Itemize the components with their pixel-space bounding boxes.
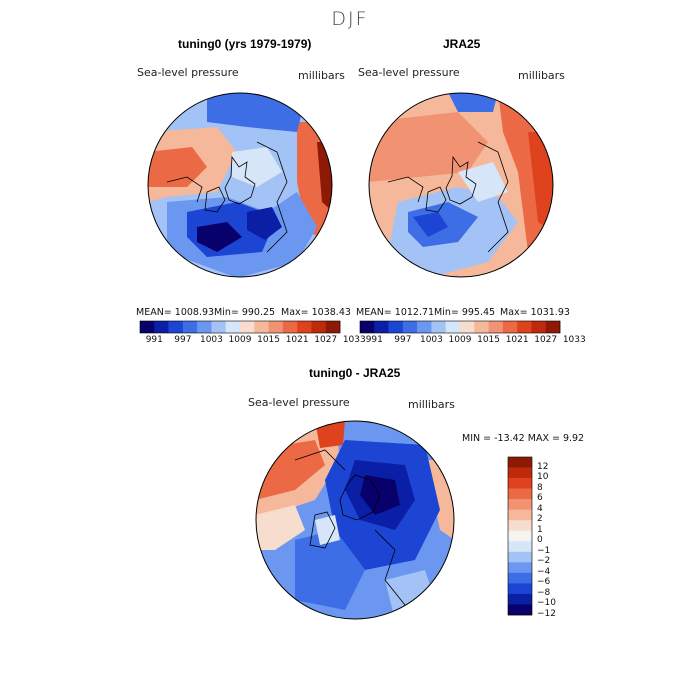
colorbar-tick-label: −6 xyxy=(537,577,551,588)
panel-1-colorbar xyxy=(139,320,341,334)
colorbar-swatch xyxy=(168,321,184,333)
colorbar-swatch xyxy=(508,520,532,532)
panel-2-min: Min= 995.45 xyxy=(434,307,496,318)
panel-3-units: millibars xyxy=(408,398,455,411)
colorbar-swatch xyxy=(417,321,432,333)
colorbar-tick-label: 0 xyxy=(537,535,543,546)
colorbar-swatch xyxy=(460,321,475,333)
panel-1-variable: Sea-level pressure xyxy=(137,66,239,79)
colorbar-swatch xyxy=(402,321,418,333)
panel-3-minmax: MIN = -13.42 MAX = 9.92 xyxy=(462,433,585,444)
colorbar-tick-label: 2 xyxy=(537,514,543,525)
colorbar-swatch xyxy=(508,551,532,563)
panel-1-min: Min= 990.25 xyxy=(214,307,276,318)
colorbar-swatch xyxy=(508,457,532,468)
colorbar-tick-label: 1033 xyxy=(342,335,366,345)
colorbar-tick-label: 1015 xyxy=(257,335,281,345)
colorbar-swatch xyxy=(502,321,518,333)
colorbar-tick-label: 1009 xyxy=(228,335,252,345)
colorbar-swatch xyxy=(360,321,375,333)
panel-2-variable: Sea-level pressure xyxy=(358,66,460,79)
colorbar-tick-label: 1 xyxy=(537,524,543,535)
panel-1-mean: MEAN= 1008.93 xyxy=(136,307,215,318)
colorbar-swatch xyxy=(182,321,198,333)
colorbar-tick-label: 8 xyxy=(537,482,543,493)
colorbar-swatch xyxy=(508,467,532,479)
colorbar-swatch xyxy=(508,478,532,489)
colorbar-swatch xyxy=(508,604,532,616)
colorbar-swatch xyxy=(254,321,269,333)
colorbar-swatch xyxy=(197,321,212,333)
colorbar-swatch xyxy=(531,321,547,333)
colorbar-swatch xyxy=(311,321,327,333)
colorbar-tick-label: 10 xyxy=(537,472,549,483)
panel-3-colorbar xyxy=(507,456,533,616)
colorbar-tick-label: 1027 xyxy=(314,335,338,345)
colorbar-swatch xyxy=(431,321,447,333)
colorbar-swatch xyxy=(225,321,241,333)
panel-3-variable: Sea-level pressure xyxy=(248,396,350,409)
colorbar-swatch xyxy=(240,321,255,333)
colorbar-tick-label: 991 xyxy=(365,335,383,345)
colorbar-swatch xyxy=(508,572,532,584)
colorbar-swatch xyxy=(282,321,298,333)
colorbar-tick-label: 12 xyxy=(537,461,549,472)
colorbar-tick-label: −12 xyxy=(537,609,556,619)
colorbar-tick-label: 6 xyxy=(537,493,543,504)
colorbar-swatch xyxy=(508,499,532,510)
colorbar-swatch xyxy=(297,321,312,333)
colorbar-swatch xyxy=(508,562,532,574)
colorbar-tick-label: 997 xyxy=(394,335,412,345)
season-title: DJF xyxy=(331,8,369,30)
colorbar-tick-label: −1 xyxy=(537,545,551,556)
colorbar-swatch xyxy=(508,541,532,553)
colorbar-tick-label: −4 xyxy=(537,566,551,577)
colorbar-tick-label: −8 xyxy=(537,587,551,598)
panel-1-map xyxy=(147,92,333,278)
colorbar-swatch xyxy=(508,583,532,595)
colorbar-swatch xyxy=(325,321,341,333)
colorbar-swatch xyxy=(374,321,389,333)
panel-2-colorbar xyxy=(359,320,561,334)
colorbar-tick-label: −2 xyxy=(537,556,551,567)
colorbar-tick-label: 1021 xyxy=(505,335,529,345)
panel-1-units: millibars xyxy=(298,69,345,82)
colorbar-swatch xyxy=(508,509,532,521)
panel-2-title: JRA25 xyxy=(443,37,481,51)
panel-2-units: millibars xyxy=(518,69,565,82)
colorbar-swatch xyxy=(517,321,532,333)
colorbar-tick-label: 1015 xyxy=(477,335,501,345)
colorbar-swatch xyxy=(545,321,561,333)
colorbar-tick-label: 1009 xyxy=(448,335,472,345)
panel-1-max: Max= 1038.43 xyxy=(281,307,351,318)
colorbar-tick-label: 4 xyxy=(537,503,543,514)
colorbar-swatch xyxy=(508,530,532,542)
colorbar-tick-label: 1003 xyxy=(419,335,443,345)
colorbar-swatch xyxy=(388,321,404,333)
panel-1-title: tuning0 (yrs 1979-1979) xyxy=(178,37,312,51)
panel-3-map xyxy=(255,420,455,620)
colorbar-swatch xyxy=(508,488,532,500)
colorbar-swatch xyxy=(445,321,461,333)
colorbar-swatch xyxy=(154,321,169,333)
colorbar-tick-label: 1027 xyxy=(534,335,558,345)
colorbar-swatch xyxy=(140,321,155,333)
colorbar-tick-label: 1033 xyxy=(562,335,586,345)
panel-2-max: Max= 1031.93 xyxy=(500,307,570,318)
colorbar-tick-label: −10 xyxy=(537,598,556,609)
colorbar-swatch xyxy=(474,321,489,333)
colorbar-swatch xyxy=(268,321,284,333)
panel-2-mean: MEAN= 1012.71 xyxy=(356,307,435,318)
panel-2-map xyxy=(368,92,554,278)
colorbar-tick-label: 991 xyxy=(145,335,163,345)
colorbar-swatch xyxy=(211,321,227,333)
colorbar-swatch xyxy=(488,321,504,333)
panel-3-title: tuning0 - JRA25 xyxy=(309,366,401,380)
colorbar-tick-label: 1003 xyxy=(199,335,223,345)
colorbar-swatch xyxy=(508,593,532,605)
colorbar-tick-label: 997 xyxy=(174,335,192,345)
colorbar-tick-label: 1021 xyxy=(285,335,309,345)
